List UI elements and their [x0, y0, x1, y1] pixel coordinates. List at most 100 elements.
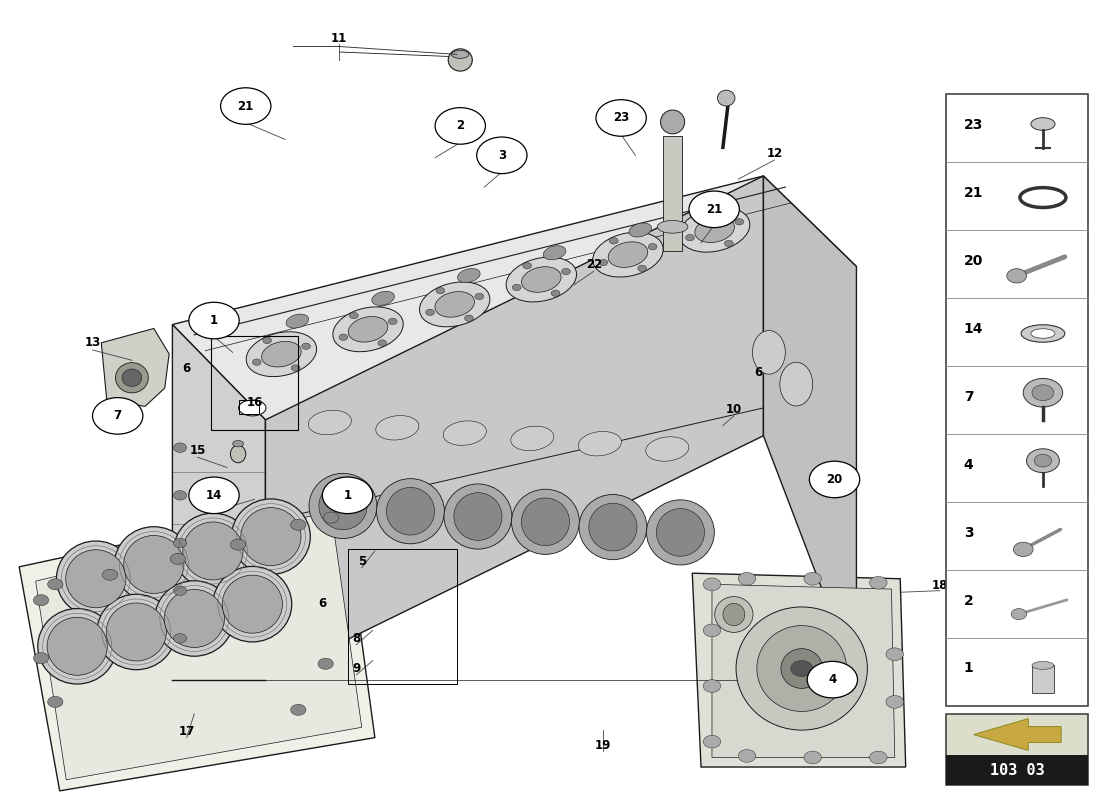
- Text: 14: 14: [206, 489, 222, 502]
- Polygon shape: [173, 176, 857, 420]
- Ellipse shape: [680, 207, 750, 252]
- Circle shape: [596, 100, 647, 136]
- Ellipse shape: [333, 307, 404, 352]
- Text: 23: 23: [964, 118, 983, 132]
- Ellipse shape: [660, 110, 684, 134]
- Ellipse shape: [122, 369, 142, 386]
- Ellipse shape: [174, 514, 252, 589]
- Ellipse shape: [262, 342, 301, 367]
- Text: 15: 15: [189, 443, 206, 457]
- Ellipse shape: [239, 400, 266, 416]
- Circle shape: [189, 477, 239, 514]
- Circle shape: [1013, 542, 1033, 557]
- Text: 2: 2: [456, 119, 464, 133]
- Circle shape: [221, 88, 271, 124]
- Ellipse shape: [736, 607, 868, 730]
- Ellipse shape: [1031, 329, 1055, 338]
- Ellipse shape: [231, 499, 310, 574]
- Circle shape: [804, 751, 822, 764]
- Text: 13: 13: [85, 336, 100, 350]
- Ellipse shape: [454, 493, 502, 540]
- Text: 19: 19: [594, 739, 610, 752]
- Circle shape: [290, 704, 306, 715]
- Circle shape: [301, 343, 310, 350]
- Text: 20: 20: [964, 254, 983, 268]
- Circle shape: [464, 315, 473, 322]
- Circle shape: [263, 338, 272, 344]
- Circle shape: [189, 302, 239, 339]
- Text: 11: 11: [331, 32, 346, 45]
- Text: 9: 9: [352, 662, 361, 675]
- Ellipse shape: [715, 200, 737, 214]
- Ellipse shape: [213, 566, 292, 642]
- Circle shape: [703, 680, 720, 692]
- Circle shape: [685, 234, 694, 241]
- Circle shape: [475, 294, 484, 300]
- Ellipse shape: [448, 49, 472, 71]
- Circle shape: [1006, 269, 1026, 283]
- Circle shape: [323, 512, 339, 523]
- Text: 6: 6: [318, 597, 327, 610]
- Ellipse shape: [444, 484, 512, 549]
- Ellipse shape: [780, 362, 813, 406]
- Circle shape: [47, 696, 63, 707]
- Circle shape: [562, 268, 571, 274]
- Text: 20: 20: [826, 473, 843, 486]
- Ellipse shape: [47, 618, 108, 675]
- Circle shape: [804, 572, 822, 585]
- Ellipse shape: [506, 257, 576, 302]
- Text: 16: 16: [246, 396, 263, 409]
- Circle shape: [436, 108, 485, 144]
- Circle shape: [174, 586, 187, 595]
- Ellipse shape: [646, 437, 689, 462]
- Circle shape: [1026, 449, 1059, 473]
- Circle shape: [174, 490, 187, 500]
- Circle shape: [33, 653, 48, 664]
- Circle shape: [252, 359, 261, 366]
- Ellipse shape: [286, 314, 309, 328]
- Circle shape: [886, 695, 903, 708]
- Circle shape: [870, 576, 887, 589]
- Ellipse shape: [695, 217, 735, 242]
- Circle shape: [738, 572, 756, 585]
- Ellipse shape: [97, 594, 176, 670]
- Ellipse shape: [56, 541, 135, 617]
- Circle shape: [522, 262, 531, 269]
- Ellipse shape: [658, 221, 688, 233]
- Ellipse shape: [717, 90, 735, 106]
- Ellipse shape: [608, 242, 648, 267]
- Ellipse shape: [419, 282, 490, 327]
- Polygon shape: [974, 718, 1062, 750]
- Circle shape: [810, 461, 860, 498]
- Polygon shape: [712, 584, 894, 758]
- Circle shape: [791, 661, 813, 677]
- Circle shape: [174, 634, 187, 643]
- Circle shape: [600, 259, 607, 266]
- Circle shape: [426, 309, 434, 315]
- Circle shape: [513, 284, 521, 290]
- Text: 8: 8: [352, 632, 361, 645]
- Ellipse shape: [723, 603, 745, 626]
- Ellipse shape: [443, 421, 486, 446]
- Polygon shape: [265, 176, 763, 680]
- Ellipse shape: [164, 590, 224, 647]
- Ellipse shape: [543, 246, 565, 260]
- Polygon shape: [19, 497, 375, 791]
- Text: 4: 4: [828, 673, 836, 686]
- Text: 103 03: 103 03: [990, 762, 1045, 778]
- Text: 3: 3: [964, 526, 974, 539]
- Ellipse shape: [308, 410, 351, 434]
- Ellipse shape: [593, 232, 663, 277]
- Circle shape: [648, 243, 657, 250]
- Circle shape: [551, 290, 560, 297]
- Ellipse shape: [1032, 662, 1054, 670]
- Ellipse shape: [386, 487, 434, 535]
- Circle shape: [609, 238, 618, 244]
- Circle shape: [689, 191, 739, 228]
- Polygon shape: [101, 329, 169, 406]
- Text: 12: 12: [767, 147, 782, 160]
- Ellipse shape: [715, 597, 754, 632]
- FancyBboxPatch shape: [1032, 666, 1054, 694]
- Ellipse shape: [37, 609, 117, 684]
- Circle shape: [703, 624, 720, 637]
